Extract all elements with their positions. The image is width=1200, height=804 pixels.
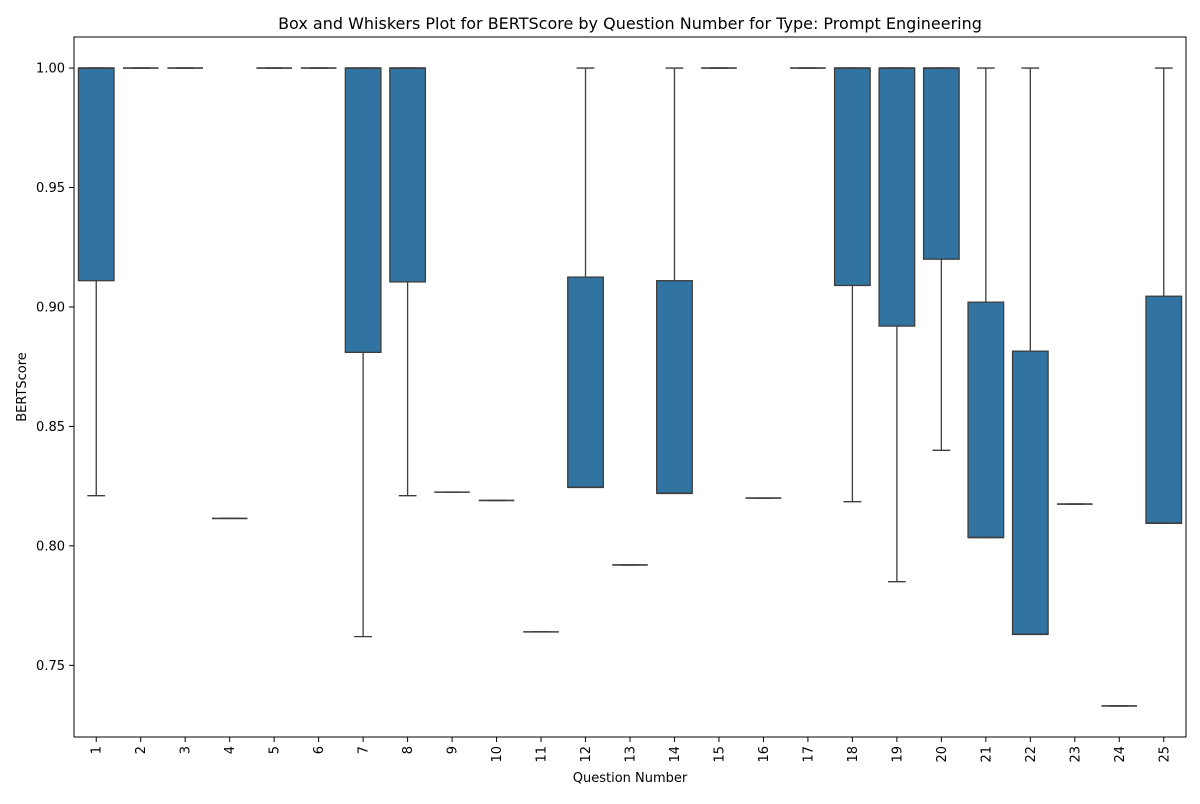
x-tick-label: 4 [223, 746, 238, 754]
iqr-box [656, 280, 693, 494]
iqr-box [922, 67, 960, 260]
x-tick-label: 14 [668, 746, 683, 763]
chart-title: Box and Whiskers Plot for BERTScore by Q… [278, 14, 982, 33]
y-tick-label: 0.85 [36, 420, 65, 435]
y-tick-label: 1.00 [36, 62, 65, 77]
y-axis-label: BERTScore [15, 352, 30, 422]
x-axis-ticks: 1 2 3 4 5 6 7 8 9 10 11 12 13 14 15 16 17 18 19 20 21 22 23 24 2… [90, 737, 1172, 763]
box-q20 [922, 67, 960, 451]
iqr-box [1145, 295, 1183, 524]
x-tick-label: 1 [90, 746, 105, 754]
y-tick-label: 0.80 [36, 539, 65, 554]
x-tick-label: 10 [490, 746, 505, 763]
iqr-box [77, 67, 115, 282]
box-q12 [567, 67, 604, 489]
x-tick-label: 16 [757, 746, 772, 763]
x-tick-label: 6 [312, 746, 327, 754]
iqr-box [967, 301, 1005, 539]
x-tick-label: 5 [268, 746, 283, 754]
x-tick-label: 17 [801, 746, 816, 763]
box-q25 [1145, 67, 1183, 524]
x-tick-label: 7 [357, 746, 372, 754]
x-tick-label: 22 [1024, 746, 1039, 763]
iqr-box [833, 67, 871, 287]
box-q19 [878, 67, 916, 583]
x-tick-label: 3 [179, 746, 194, 754]
box-q22 [1011, 67, 1049, 636]
iqr-box [389, 67, 427, 283]
iqr-box [344, 67, 382, 354]
x-tick-label: 2 [134, 746, 149, 754]
y-tick-label: 0.90 [36, 300, 65, 315]
iqr-box [1011, 350, 1049, 635]
box-q1 [77, 67, 115, 497]
x-tick-label: 23 [1068, 746, 1083, 763]
y-axis-ticks: 0.75 0.80 0.85 0.90 0.95 1.00 [36, 62, 74, 674]
x-tick-label: 11 [535, 746, 550, 763]
x-tick-label: 9 [446, 746, 461, 754]
y-tick-label: 0.95 [36, 181, 65, 196]
x-tick-label: 15 [712, 746, 727, 763]
boxes-layer [77, 67, 1183, 707]
iqr-box [567, 276, 604, 488]
x-tick-label: 25 [1157, 746, 1172, 763]
x-tick-label: 24 [1113, 746, 1128, 763]
x-tick-label: 13 [624, 746, 639, 763]
x-tick-label: 18 [846, 746, 861, 763]
box-q14 [656, 67, 693, 495]
box-q21 [967, 67, 1005, 539]
y-tick-label: 0.75 [36, 659, 65, 674]
x-tick-label: 19 [890, 746, 905, 763]
box-q18 [833, 67, 871, 503]
x-axis-label: Question Number [573, 771, 688, 786]
box-q7 [344, 67, 382, 638]
x-tick-label: 8 [401, 746, 416, 754]
x-tick-label: 20 [935, 746, 950, 763]
box-q8 [389, 67, 427, 497]
x-tick-label: 21 [979, 746, 994, 763]
x-tick-label: 12 [579, 746, 594, 763]
iqr-box [878, 67, 916, 327]
